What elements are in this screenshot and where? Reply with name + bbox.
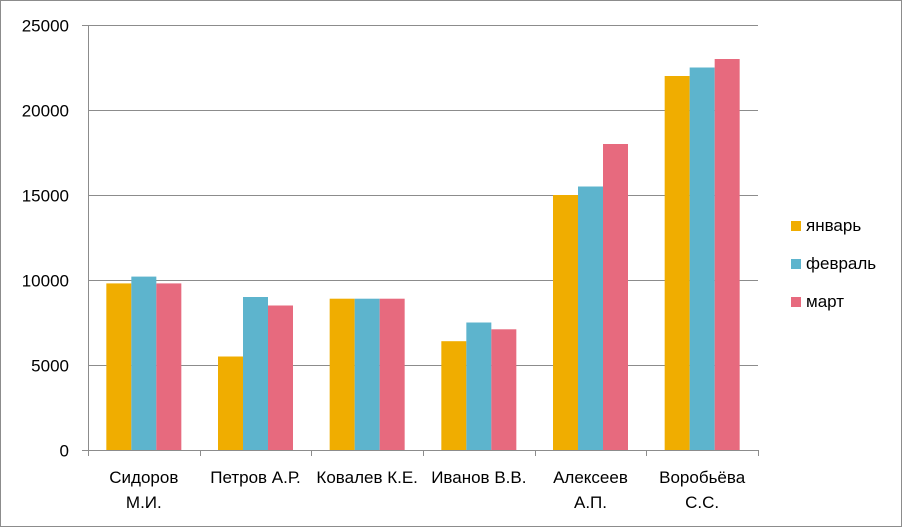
legend-label: январь bbox=[806, 216, 861, 235]
y-tick-labels: 0 5000 10000 15000 20000 25000 bbox=[22, 17, 69, 461]
x-category-label: Петров А.Р. bbox=[210, 468, 300, 487]
y-tick-label: 5000 bbox=[31, 357, 69, 376]
x-category-label-line: Петров А.Р. bbox=[210, 468, 300, 487]
bar-январь-1 bbox=[218, 356, 243, 450]
x-category-label: Алексеев А.П. bbox=[553, 468, 628, 512]
x-category-label-line: Ковалев К.Е. bbox=[316, 468, 417, 487]
x-category-label-line: С.С. bbox=[685, 493, 719, 512]
y-tick-label: 10000 bbox=[22, 272, 69, 291]
bar-февраль-5 bbox=[689, 67, 715, 450]
y-tick-label: 15000 bbox=[22, 187, 69, 206]
x-category-label-line: Алексеев bbox=[553, 468, 628, 487]
bar-февраль-0 bbox=[131, 276, 157, 450]
bar-февраль-3 bbox=[466, 322, 492, 450]
x-category-label-line: Иванов В.В. bbox=[431, 468, 526, 487]
x-category-label-line: Сидоров bbox=[109, 468, 178, 487]
bars bbox=[106, 59, 740, 450]
legend-swatch-январь bbox=[791, 221, 801, 231]
bar-январь-0 bbox=[106, 283, 132, 450]
x-category-label-line: А.П. bbox=[574, 493, 607, 512]
bar-февраль-4 bbox=[578, 186, 603, 450]
legend-swatch-февраль bbox=[791, 259, 801, 269]
x-category-label-line: М.И. bbox=[126, 493, 162, 512]
x-category-label: Воробьёва С.С. bbox=[659, 468, 746, 512]
y-tick-label: 20000 bbox=[22, 102, 69, 121]
x-category-label-line: Воробьёва bbox=[659, 468, 746, 487]
axes bbox=[82, 25, 759, 456]
legend: январь февраль март bbox=[791, 216, 876, 311]
x-category-label: Иванов В.В. bbox=[431, 468, 526, 487]
bar-март-4 bbox=[603, 144, 628, 450]
legend-swatch-март bbox=[791, 297, 801, 307]
x-category-labels: Сидоров М.И. Петров А.Р. Ковалев К.Е. Иванов… bbox=[109, 468, 745, 512]
x-category-label: Ковалев К.Е. bbox=[316, 468, 417, 487]
bar-февраль-2 bbox=[354, 298, 380, 450]
bar-март-0 bbox=[156, 283, 182, 450]
bar-март-2 bbox=[379, 298, 405, 450]
legend-label: февраль bbox=[806, 254, 876, 273]
bar-март-1 bbox=[268, 305, 293, 450]
bar-январь-2 bbox=[329, 298, 355, 450]
bar-март-5 bbox=[714, 59, 740, 450]
bar-февраль-1 bbox=[243, 297, 268, 450]
legend-label: март bbox=[806, 292, 844, 311]
x-category-label: Сидоров М.И. bbox=[109, 468, 178, 512]
gridlines bbox=[88, 25, 758, 366]
bar-март-3 bbox=[491, 329, 517, 450]
y-tick-label: 25000 bbox=[22, 17, 69, 36]
bar-январь-5 bbox=[664, 76, 690, 450]
y-tick-label: 0 bbox=[60, 442, 69, 461]
bar-январь-4 bbox=[553, 195, 578, 450]
bar-январь-3 bbox=[441, 341, 467, 450]
